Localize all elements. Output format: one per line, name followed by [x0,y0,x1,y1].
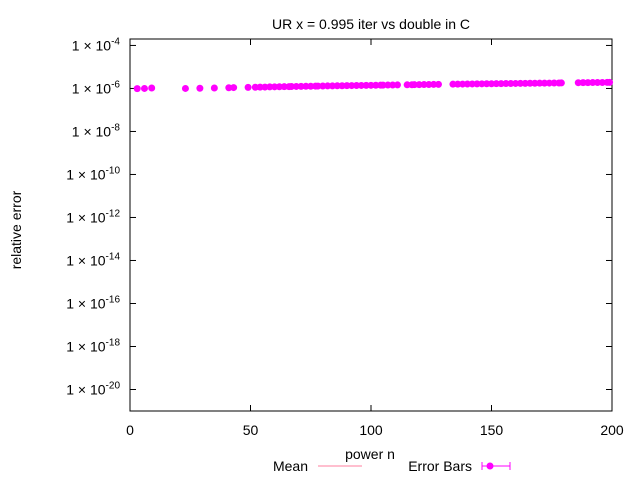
data-point [541,79,549,87]
legend-label-error-bars: Error Bars [408,458,472,474]
data-point [497,80,505,88]
data-point [230,84,238,92]
data-point [379,81,387,89]
data-point [348,82,356,90]
data-point [353,82,361,90]
legend: Mean Error Bars [273,458,511,474]
data-point [133,85,141,93]
data-point [488,80,495,88]
y-tick-label: 1 × 10-16 [66,294,120,311]
data-point [598,78,606,86]
x-tick-label: 50 [243,422,259,438]
data-point [357,81,365,89]
legend-swatch-error-bars-point [486,462,494,470]
data-point [545,79,553,87]
x-axis-title: power n [345,446,395,462]
data-point [492,80,500,88]
data-point [403,81,411,89]
chart-title: UR x = 0.995 iter vs double in C [272,16,470,32]
data-point [574,79,582,87]
data-point [420,81,428,89]
data-point [502,80,510,88]
y-tick-label: 1 × 10-20 [66,380,120,397]
y-tick-label: 1 × 10-18 [66,337,120,354]
y-tick-label: 1 × 10-4 [72,36,121,53]
data-point [521,79,529,87]
data-point [343,82,351,90]
x-tick-label: 100 [359,422,383,438]
x-tick-label: 150 [480,422,504,438]
y-axis-ticks: 1 × 10-4 1 × 10-6 1 × 10-8 1 × 10-10 1 × 10-… [66,36,612,397]
data-point [425,80,433,88]
x-axis-ticks: 0 50 100 150 200 [126,39,624,438]
data-point [531,79,539,87]
y-tick-label: 1 × 10-14 [66,251,120,268]
data-point [244,83,252,91]
data-points [133,78,614,93]
data-point [584,79,592,87]
data-point [536,79,544,87]
data-point [483,80,491,88]
data-point [434,80,442,88]
data-point [589,79,597,87]
data-point [579,79,587,87]
data-point [430,80,438,88]
data-point [454,80,462,88]
data-point [468,80,476,88]
data-point [367,81,375,89]
data-point [512,79,520,87]
y-tick-label: 1 × 10-12 [66,208,120,225]
data-point [606,78,614,86]
y-axis-title: relative error [8,190,24,269]
data-point [181,84,189,92]
plot-frame [129,38,613,412]
data-point [478,80,486,88]
data-point [415,81,423,89]
data-point [196,84,204,92]
data-point [372,81,380,89]
data-point [473,80,481,88]
y-tick-label: 1 × 10-8 [72,122,121,139]
data-point [140,84,148,92]
data-point [516,79,524,87]
data-point [389,81,397,89]
data-point [210,84,218,92]
data-point [463,80,471,88]
data-point [410,81,418,89]
data-point [550,79,558,87]
y-tick-label: 1 × 10-10 [66,165,120,182]
data-point [362,81,370,89]
legend-label-mean: Mean [273,458,308,474]
data-point [594,79,602,87]
data-point [459,80,467,88]
data-point [507,80,515,88]
data-point [449,80,457,88]
data-point [384,81,392,89]
data-point [557,79,565,87]
x-tick-label: 0 [126,422,134,438]
data-point [526,79,534,87]
data-point [394,81,402,89]
y-tick-label: 1 × 10-6 [72,79,121,96]
x-tick-label: 200 [600,422,624,438]
data-point [148,84,156,92]
